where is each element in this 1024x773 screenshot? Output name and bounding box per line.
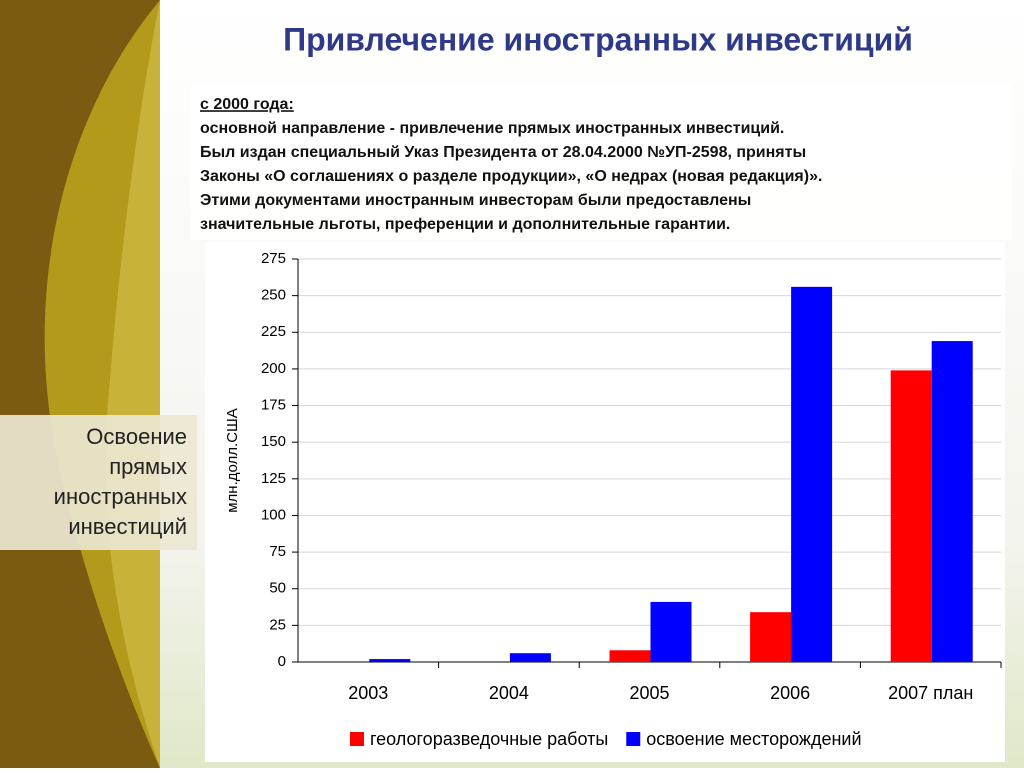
intro-line: Был издан специальный Указ Президента от…: [200, 144, 806, 161]
chart-box: [205, 242, 1005, 762]
side-label-line: прямых: [109, 454, 187, 479]
intro-box: [190, 85, 1012, 240]
x-tick-label: 2005: [629, 683, 669, 703]
legend-swatch: [626, 732, 641, 746]
y-tick-label: 50: [269, 580, 286, 597]
intro-line: значительные льготы, преференции и допол…: [200, 216, 730, 233]
y-tick-label: 250: [261, 287, 286, 304]
side-label-line: иностранных: [54, 484, 187, 509]
bar: [750, 612, 792, 662]
bar: [369, 659, 411, 662]
intro-line: с 2000 года:: [200, 96, 294, 113]
y-tick-label: 0: [278, 653, 286, 670]
bar: [931, 341, 973, 662]
side-label-line: Освоение: [86, 424, 187, 449]
y-tick-label: 25: [269, 616, 286, 633]
intro-line: основной направление - привлечение прямы…: [200, 120, 784, 137]
y-tick-label: 225: [261, 323, 286, 340]
side-label-line: инвестиций: [68, 514, 187, 539]
y-tick-label: 200: [261, 360, 286, 377]
side-label-box: [0, 415, 197, 550]
legend-label: геологоразведочные работы: [370, 729, 608, 749]
bar: [650, 601, 692, 662]
y-tick-label: 75: [269, 543, 286, 560]
y-axis-label: млн.долл.США: [224, 408, 241, 513]
x-tick-label: 2007 план: [888, 683, 973, 703]
x-tick-label: 2004: [489, 683, 529, 703]
x-tick-label: 2003: [348, 683, 388, 703]
y-tick-label: 125: [261, 470, 286, 487]
bar: [609, 650, 651, 662]
bar: [890, 370, 932, 662]
intro-line: Этими документами иностранным инвесторам…: [200, 192, 751, 209]
chart: 0 25 50 75 100 125 150 175 200 225 250 275 млн.долл.…: [224, 250, 1002, 749]
y-tick-label: 100: [261, 506, 286, 523]
side-curve-light: [105, 0, 160, 768]
legend-label: освоение месторождений: [646, 729, 861, 749]
intro-text: с 2000 года: основной направление - привл…: [200, 96, 822, 233]
y-tick-label: 175: [261, 397, 286, 414]
intro-line: Законы «О соглашениях о разделе продукци…: [200, 168, 822, 185]
bar: [509, 653, 551, 662]
y-tick-label: 275: [261, 250, 286, 267]
slide-title: Привлечение иностранных инвестиций: [283, 21, 913, 57]
bar: [791, 286, 833, 662]
y-tick-label: 150: [261, 433, 286, 450]
x-tick-label: 2006: [770, 683, 810, 703]
legend-swatch: [350, 732, 364, 746]
side-label: Освоение прямых иностранных инвестиций: [54, 424, 187, 539]
